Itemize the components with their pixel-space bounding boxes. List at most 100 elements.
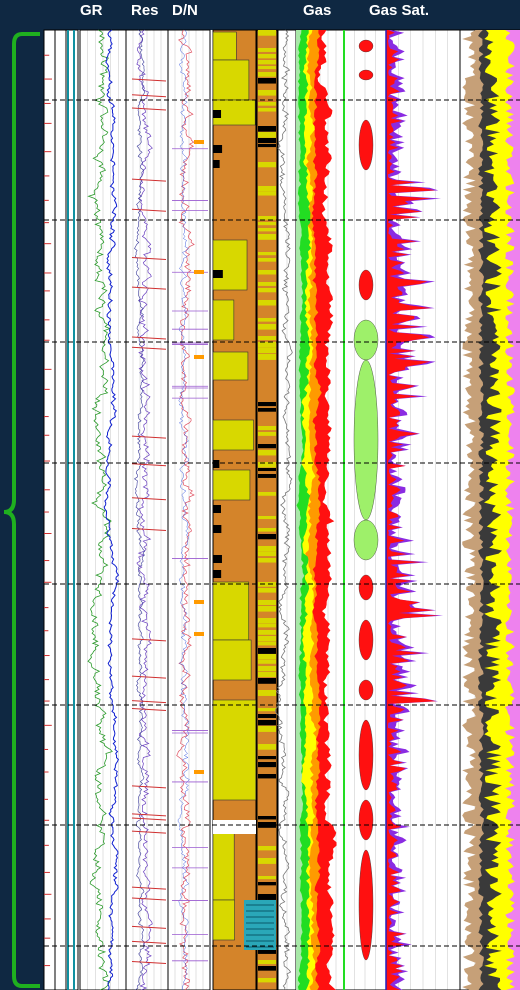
layer-band [258,660,276,664]
res-spike [131,346,167,350]
lithology-sand [212,351,249,381]
layer-band [258,132,276,138]
layer-band [258,870,276,874]
layer-band [258,798,276,802]
layer-band [258,468,276,472]
layer-band [258,714,276,718]
layer-band [258,174,276,178]
layer-band [258,102,276,106]
res-spike [131,813,167,817]
gas-sat-blob [353,519,379,561]
lithology-gap [213,820,256,834]
layer-band [258,894,276,900]
track-header-gr: GR [80,2,103,19]
gas-sat-blob [358,119,374,171]
lithology-sand [212,59,250,101]
layer-band [258,54,276,59]
layer-band [258,570,276,574]
layer-band [258,162,276,168]
layer-band [258,648,276,654]
layer-band [258,582,276,587]
layer-band [258,804,276,808]
layer-band [258,606,276,612]
layer-band [258,618,276,624]
res-spike [131,435,167,439]
dn-marker [194,355,204,359]
layer-band [258,216,276,220]
layer-band [258,186,276,192]
layer-band [258,36,276,41]
layer-band [258,630,276,635]
res-spike [131,463,167,467]
layer-band [258,702,276,708]
layer-band [258,540,276,545]
res-spike [131,94,167,98]
layer-band [258,474,276,478]
layer-band [258,192,276,196]
log-panel [44,30,520,990]
layer-band [258,108,276,112]
lithology-coal [213,505,221,513]
layer-band [258,210,276,214]
layer-band [258,750,276,756]
layer-band [258,576,276,580]
layer-band [258,240,276,244]
res-spike [131,675,167,679]
volume-fill-pink [505,30,520,990]
layer-band [258,456,276,461]
layer-band [258,222,276,226]
layer-band [258,510,276,516]
gas-sat-blob [353,319,379,361]
volume-fill-yellow [484,30,520,990]
res-spike [131,817,167,821]
layer-band [258,306,276,310]
layer-band [258,462,276,468]
layer-band [258,336,276,341]
gas-sat-fill-red [386,30,439,990]
res-spike [131,897,167,901]
lithology-coal [213,110,222,118]
gas-sat-blob [358,269,374,301]
layer-band [258,876,276,880]
dn-marker [194,600,204,604]
layer-band [258,612,276,617]
lithology-coal [213,555,222,563]
gas-fill-light [296,30,305,990]
res-spike [131,336,167,340]
layer-band [258,156,276,160]
layer-band [258,564,276,568]
layer-band [258,366,276,372]
layer-band [258,978,276,983]
layer-band [258,492,276,496]
layer-band [258,600,276,606]
layer-band [258,396,276,400]
layer-band [258,972,276,977]
lithology-sand [212,419,254,451]
res-spike [131,497,167,501]
layer-band [258,402,276,407]
gas-sat-fill-purple [386,30,444,990]
layer-band [258,864,276,869]
layer-band [258,96,276,100]
lithology-sand [212,239,248,291]
layer-band [258,432,276,436]
layer-band [258,654,276,660]
lithology-coal [213,160,220,168]
layer-band [258,696,276,702]
layer-band [258,708,276,712]
layer-band [258,678,276,684]
layer-band [258,426,276,431]
lithology-sand [212,469,251,501]
dn-marker [194,270,204,274]
layer-band [258,354,276,360]
layer-band [258,780,276,785]
layer-band [258,534,276,540]
layer-band [258,774,276,779]
thin-curve [275,29,293,990]
res-spike [131,286,167,290]
lithology-coal [213,270,223,278]
gas-sat-blob [353,359,379,521]
res-spike [131,961,167,965]
dn-marker [194,140,204,144]
